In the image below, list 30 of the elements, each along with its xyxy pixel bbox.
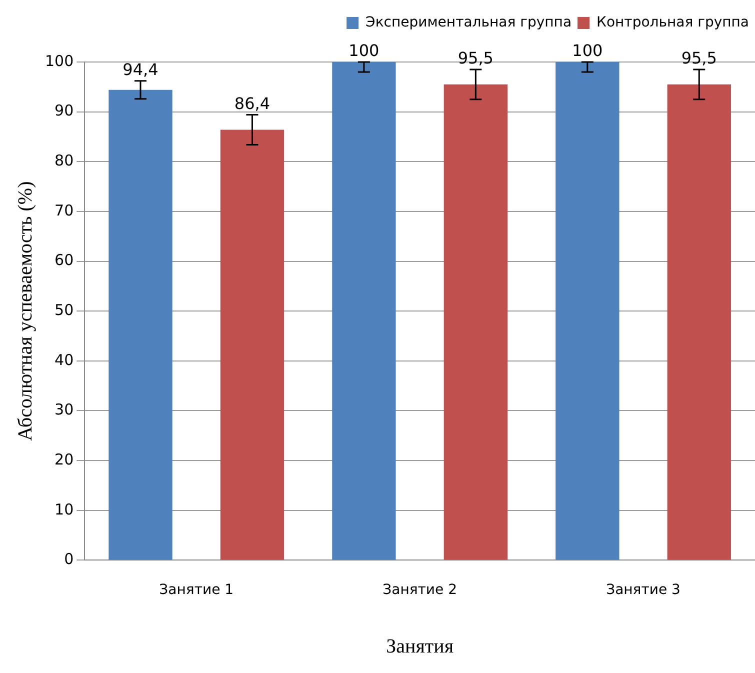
y-tick-label: 70 [54, 201, 74, 220]
x-axis-title: Занятия [386, 635, 454, 658]
y-tick-label: 60 [54, 251, 74, 270]
bar [108, 90, 172, 560]
data-label: 100 [572, 41, 603, 60]
y-tick-label: 80 [54, 152, 74, 170]
y-tick-label: 100 [44, 52, 74, 70]
x-tick-label: Занятие 2 [382, 582, 457, 598]
data-label: 86,4 [234, 94, 270, 113]
bar [667, 84, 731, 560]
data-label: 100 [348, 41, 380, 60]
y-tick-label: 40 [54, 350, 74, 369]
y-tick-label: 30 [54, 400, 74, 419]
y-tick-label: 0 [64, 550, 74, 568]
bar [444, 84, 508, 560]
y-tick-label: 90 [54, 102, 74, 120]
y-tick-label: 50 [54, 300, 74, 319]
legend-label: Контрольная группа [596, 14, 749, 31]
y-axis-title: Абсолютная успеваемость (%) [14, 181, 36, 441]
x-tick-label: Занятие 1 [159, 582, 234, 598]
bar [332, 62, 396, 560]
x-tick-label: Занятие 3 [606, 582, 680, 598]
y-tick-label: 20 [54, 450, 74, 468]
bar [220, 130, 284, 560]
y-tick-label: 10 [54, 500, 74, 518]
data-label: 94,4 [122, 60, 158, 80]
bar [556, 62, 620, 560]
data-label: 95,5 [458, 48, 494, 68]
legend-label: Экспериментальная группа [366, 14, 572, 31]
data-label: 95,5 [681, 48, 717, 68]
